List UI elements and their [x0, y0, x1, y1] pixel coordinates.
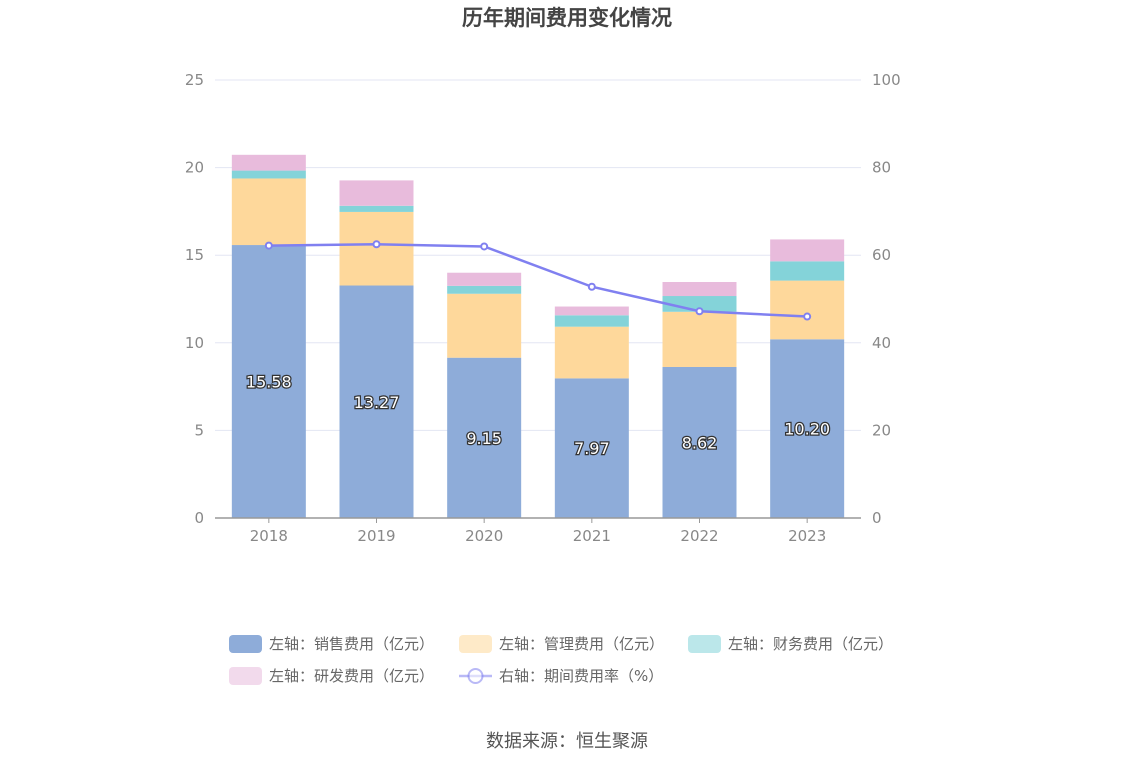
legend-item: 左轴：研发费用（亿元）	[229, 667, 434, 685]
bar-segment-4	[554, 306, 629, 316]
bar-value-label: 7.97	[574, 439, 610, 458]
rate-point	[264, 241, 273, 250]
left-tick-label: 0	[194, 509, 204, 527]
bar-segment-3	[339, 205, 414, 212]
left-tick-label: 15	[185, 246, 204, 264]
bar-value-label: 9.15	[466, 429, 502, 448]
rate-point	[803, 312, 812, 321]
x-tick-label: 2023	[788, 527, 826, 545]
right-tick-label: 0	[872, 509, 882, 527]
bar-segment-4	[662, 282, 737, 297]
bar-segment-3	[447, 285, 522, 294]
rate-point	[695, 307, 704, 316]
bar-segment-4	[770, 239, 845, 262]
bar-value-label: 10.20	[784, 420, 830, 439]
x-axis: 2018 2019 2020 2021 2022 2023	[215, 517, 861, 545]
bar-segment-4	[339, 180, 414, 206]
right-tick-label: 20	[872, 421, 891, 439]
bar-segment-1	[231, 245, 306, 519]
bar-labels-group: 15.58 13.27 9.15 7.97 8.62 10.20	[245, 371, 832, 459]
x-tick-label: 2021	[573, 527, 611, 545]
bars-group	[231, 154, 845, 519]
legend-item: 左轴：财务费用（亿元）	[688, 635, 893, 653]
legend-label: 左轴：管理费用（亿元）	[499, 635, 664, 653]
bar-value-label: 15.58	[246, 373, 292, 392]
bar-segment-4	[447, 272, 522, 286]
right-tick-label: 100	[872, 71, 901, 89]
bar-segment-1	[662, 366, 737, 518]
rate-line-group	[264, 240, 812, 321]
bar-segment-1	[447, 357, 522, 518]
bar-segment-3	[554, 315, 629, 327]
x-tick-label: 2019	[357, 527, 395, 545]
right-axis-ticks: 0 20 40 60 80 100	[872, 71, 901, 527]
bar-value-label: 13.27	[354, 393, 400, 412]
legend-item: 右轴：期间费用率（%）	[459, 667, 663, 685]
legend-label: 左轴：销售费用（亿元）	[269, 635, 434, 653]
bar-segment-2	[447, 293, 522, 358]
legend-swatch	[688, 635, 721, 653]
left-tick-label: 25	[185, 71, 204, 89]
right-tick-label: 80	[872, 159, 891, 177]
data-source: 数据来源：恒生聚源	[486, 731, 648, 752]
legend-swatch	[459, 635, 492, 653]
bar-value-label: 8.62	[682, 433, 718, 452]
rate-point	[587, 282, 596, 291]
bar-segment-2	[231, 178, 306, 246]
right-tick-label: 60	[872, 246, 891, 264]
x-tick-label: 2018	[250, 527, 288, 545]
x-tick-label: 2020	[465, 527, 503, 545]
legend-circle-swatch	[467, 668, 484, 684]
bar-segment-1	[770, 339, 845, 518]
bar-segment-3	[231, 170, 306, 179]
rate-point	[372, 240, 381, 249]
bar-segment-1	[554, 378, 629, 518]
bar-segment-2	[770, 280, 845, 340]
bar-segment-4	[231, 154, 306, 171]
rate-line	[268, 242, 808, 318]
bar-segment-3	[770, 261, 845, 281]
x-tick-label: 2022	[680, 527, 718, 545]
left-tick-label: 10	[185, 334, 204, 352]
bar-segment-1	[339, 285, 414, 518]
legend-label: 右轴：期间费用率（%）	[499, 667, 663, 685]
legend-swatch	[229, 667, 262, 685]
chart-title: 历年期间费用变化情况	[462, 6, 672, 30]
bar-segment-2	[662, 311, 737, 367]
bar-segment-2	[339, 211, 414, 286]
legend-label: 左轴：财务费用（亿元）	[728, 635, 893, 653]
left-tick-label: 20	[185, 159, 204, 177]
rate-point	[480, 242, 489, 251]
bar-segment-2	[554, 326, 629, 379]
left-tick-label: 5	[194, 421, 204, 439]
legend-item: 左轴：销售费用（亿元）	[229, 635, 434, 653]
legend-item: 左轴：管理费用（亿元）	[459, 635, 664, 653]
grid-lines	[215, 79, 861, 431]
legend-swatch	[229, 635, 262, 653]
right-tick-label: 40	[872, 334, 891, 352]
left-axis-ticks: 0 5 10 15 20 25	[185, 71, 204, 527]
legend-label: 左轴：研发费用（亿元）	[269, 667, 434, 685]
legend: 左轴：销售费用（亿元） 左轴：管理费用（亿元） 左轴：财务费用（亿元） 左轴：研发费用…	[229, 635, 893, 685]
